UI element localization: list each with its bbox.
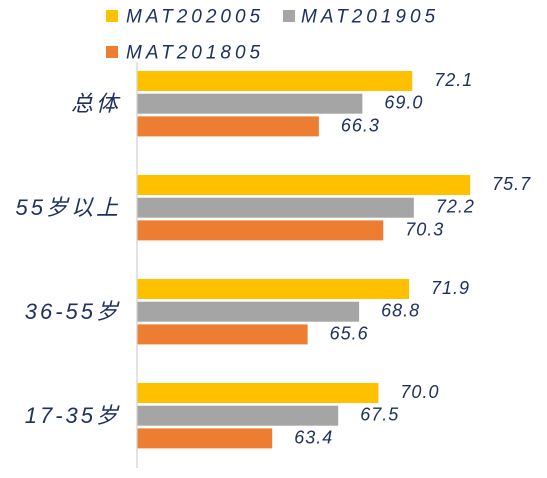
- legend-label: MAT202005: [126, 7, 264, 28]
- bar-mat201805-0: [137, 116, 319, 137]
- data-labels: 72.1 69.066.3 75.7 72.270.3 71.9 68.8 65.6 70.0…: [294, 70, 531, 447]
- legend-label: MAT201805: [126, 43, 264, 64]
- bars: [137, 71, 471, 449]
- data-label: 72.2: [436, 197, 475, 217]
- data-label: 65.6: [330, 323, 369, 343]
- legend: MAT202005 MAT201905 MAT201805: [106, 7, 439, 64]
- bar-mat201905-0: [137, 93, 363, 114]
- bar-mat201805-2: [137, 324, 308, 345]
- legend-item-mat201905: MAT201905: [283, 7, 439, 28]
- data-label: 75.7: [492, 174, 531, 194]
- data-label: 70.0: [400, 382, 439, 402]
- legend-swatch-orange: [106, 46, 118, 58]
- bar-mat201805-3: [137, 428, 273, 449]
- bar-mat202005-0: [137, 71, 413, 91]
- legend-label: MAT201905: [301, 7, 439, 28]
- data-label: 66.3: [341, 115, 380, 135]
- legend-item-mat201805: MAT201805: [106, 43, 264, 64]
- category-label: 17-35岁: [25, 403, 121, 428]
- legend-item-mat202005: MAT202005: [106, 7, 264, 28]
- bar-mat202005-2: [137, 279, 410, 299]
- bar-mat201905-2: [137, 301, 360, 322]
- bar-mat201805-1: [137, 220, 384, 241]
- data-label: 68.8: [381, 301, 420, 321]
- data-label: 70.3: [405, 219, 444, 239]
- bar-mat202005-3: [137, 383, 379, 403]
- category-labels: 总体 55岁以上 36-55岁 17-35岁: [16, 91, 121, 428]
- data-label: 71.9: [431, 278, 470, 298]
- category-label: 总体: [71, 91, 121, 116]
- data-label: 72.1: [434, 70, 473, 90]
- bar-mat202005-1: [137, 175, 471, 195]
- category-label: 36-55岁: [25, 299, 121, 324]
- data-label: 67.5: [360, 405, 399, 425]
- bar-mat201905-3: [137, 405, 339, 426]
- category-label: 55岁以上: [16, 195, 121, 220]
- legend-swatch-yellow: [106, 10, 118, 22]
- data-label: 69.0: [384, 93, 423, 113]
- bar-mat201905-1: [137, 197, 414, 218]
- legend-swatch-gray: [283, 10, 295, 22]
- data-label: 63.4: [294, 427, 333, 447]
